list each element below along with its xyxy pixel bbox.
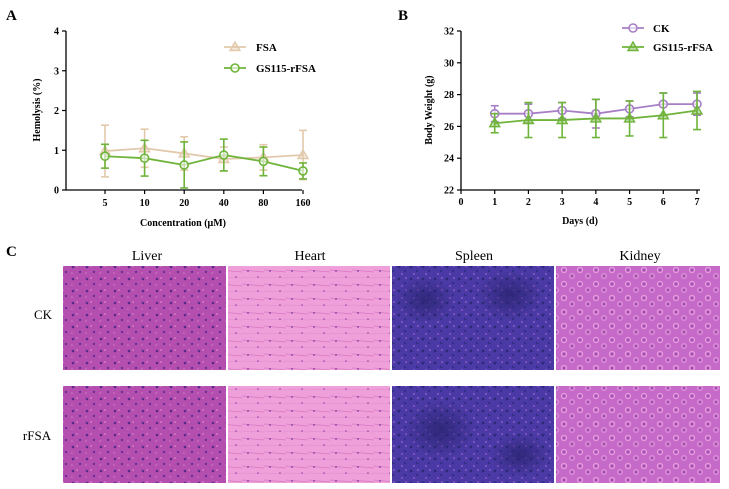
row-label-rfsa: rFSA [23,428,52,443]
body-weight-y-tick-label: 30 [444,58,454,69]
hemolysis-legend: FSA GS115-rFSA [224,40,316,75]
hemolysis-y-tick-label: 2 [54,106,59,117]
body-weight-data-point [488,116,501,128]
hemolysis-series-fsa [98,124,310,181]
hemolysis-data-point [100,151,110,162]
row-label-ck: CK [34,307,53,322]
legend-label: GS115-rFSA [256,63,316,75]
body-weight-series-gs115-rfsa [488,90,704,139]
body-weight-data-point [690,104,704,115]
body-weight-series-line [494,109,698,125]
column-label-liver: Liver [132,249,163,264]
hemolysis-x-axis-label: Concentration (μM) [140,218,226,229]
legend-marker [230,63,240,73]
legend-label: GS115-rFSA [653,42,713,54]
spleen-follicle [476,269,544,321]
body-weight-data-point [555,113,569,125]
hemolysis-y-tick-label: 0 [54,186,59,197]
histology-image-heart-ck [228,266,390,370]
histology-image-kidney-rfsa [556,386,720,483]
hemolysis-y-tick-label: 4 [54,27,59,38]
body-weight-y-axis-label: Body Weight (g) [424,75,435,144]
histology-image-liver-rfsa [63,386,226,483]
column-label-kidney: Kidney [619,249,660,264]
hemolysis-data-point [296,148,310,160]
body-weight-x-tick-label: 4 [593,197,598,208]
hemolysis-data-point [139,153,150,163]
body-weight-data-point [657,108,670,120]
hemolysis-y-tick-label: 1 [54,146,59,157]
spleen-follicle [404,400,476,460]
body-weight-x-tick-label: 0 [459,197,464,208]
legend-label: CK [653,23,670,35]
hemolysis-y-axis-label: Hemolysis (%) [32,78,43,141]
hemolysis-x-tick-label: 20 [179,198,189,209]
histology-grid [63,266,720,483]
body-weight-y-tick-label: 24 [444,154,454,165]
body-weight-x-tick-label: 3 [560,197,565,208]
histology-image-kidney-ck [556,266,720,370]
hemolysis-chart: Hemolysis (%) Concentration (μM) 0 1 2 3 4 5 1… [32,27,316,230]
body-weight-data-point [589,112,603,123]
histology-image-liver-ck [63,266,226,370]
hemolysis-data-point [219,150,229,160]
hemolysis-y-tick-label: 3 [54,66,59,77]
body-weight-x-tick-label: 7 [695,197,700,208]
hemolysis-series-line [104,147,304,160]
body-weight-y-tick-label: 32 [444,27,454,38]
body-weight-legend: CK GS115-rFSA [622,23,713,54]
hemolysis-x-tick-label: 80 [258,198,268,209]
body-weight-data-point [623,112,636,123]
hemolysis-data-point [298,166,308,176]
column-label-heart: Heart [294,249,325,264]
histology-labels: Liver Heart Spleen Kidney CK rFSA [23,249,661,443]
spleen-follicle [395,276,455,324]
hemolysis-x-tick-label: 40 [219,198,229,209]
body-weight-x-tick-label: 6 [661,197,666,208]
panel-letter-b: B [398,8,408,24]
legend-marker [626,40,640,52]
body-weight-x-axis-label: Days (d) [562,216,598,227]
body-weight-x-tick-label: 1 [492,197,497,208]
column-label-spleen: Spleen [455,249,493,264]
hemolysis-x-tick-label: 5 [103,198,108,209]
hemolysis-x-tick-label: 160 [296,198,311,209]
hemolysis-series-gs115-rfsa [100,138,308,189]
panel-letter-a: A [6,8,17,24]
panel-letter-c: C [6,244,17,260]
legend-label: FSA [256,42,277,54]
body-weight-y-tick-label: 28 [444,90,454,101]
body-weight-data-point [522,113,535,125]
legend-marker [628,23,638,33]
body-weight-x-tick-label: 2 [526,197,531,208]
histology-image-heart-rfsa [228,386,390,483]
body-weight-y-tick-label: 22 [444,186,454,197]
hemolysis-data-point [258,156,269,167]
body-weight-x-tick-label: 5 [627,197,632,208]
hemolysis-x-tick-label: 10 [140,198,150,209]
spleen-follicle [490,433,550,477]
body-weight-y-tick-label: 26 [444,122,454,133]
hemolysis-data-point [179,160,189,170]
legend-marker [228,40,242,52]
hemolysis-series-line [104,154,304,172]
